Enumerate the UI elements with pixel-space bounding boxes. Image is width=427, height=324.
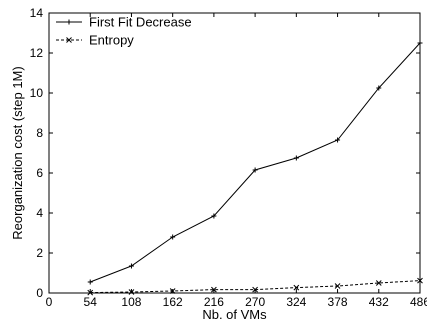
x-tick-label: 378	[328, 295, 348, 309]
data-point-first-fit-decrease	[211, 213, 217, 219]
x-tick-label: 54	[84, 295, 98, 309]
data-point-first-fit-decrease	[252, 167, 258, 173]
data-point-entropy	[375, 280, 382, 286]
data-point-entropy	[211, 286, 217, 293]
y-tick-label: 14	[30, 6, 44, 20]
y-tick-label: 10	[30, 86, 44, 100]
y-tick-label: 0	[36, 286, 43, 300]
series-layer	[87, 40, 423, 296]
data-point-entropy	[252, 286, 258, 293]
y-tick-label: 8	[36, 126, 43, 140]
y-tick-label: 6	[36, 166, 43, 180]
data-point-first-fit-decrease	[376, 85, 382, 91]
x-axis-ticks: 0 54 108 162 216 270 324 378 432 486	[46, 13, 427, 309]
y-tick-label: 4	[36, 206, 43, 220]
data-point-first-fit-decrease	[417, 40, 423, 46]
x-tick-label: 0	[46, 295, 53, 309]
data-point-first-fit-decrease	[170, 234, 176, 240]
legend-marker-first-fit-decrease	[66, 19, 72, 25]
legend: First Fit Decrease Entropy	[56, 15, 192, 48]
y-axis-label: Reorganization cost (step 1M)	[10, 66, 25, 239]
x-axis-label: Nb. of VMs	[202, 307, 267, 322]
data-point-first-fit-decrease	[293, 155, 299, 161]
legend-marker-entropy	[66, 37, 72, 43]
legend-label-entropy: Entropy	[89, 33, 134, 48]
data-point-first-fit-decrease	[87, 279, 93, 285]
data-point-first-fit-decrease	[335, 137, 341, 143]
data-point-entropy	[128, 289, 135, 295]
data-point-entropy	[169, 288, 176, 294]
y-tick-label: 2	[36, 246, 43, 260]
plot-frame	[48, 12, 421, 294]
series-line-entropy	[90, 280, 421, 294]
x-tick-label: 432	[369, 295, 389, 309]
data-point-entropy	[334, 283, 341, 289]
data-point-first-fit-decrease	[128, 263, 134, 269]
x-tick-label: 270	[245, 295, 265, 309]
x-tick-label: 486	[410, 295, 427, 309]
data-point-entropy	[293, 284, 300, 291]
y-axis-ticks: 0 2 4 6 8 10 12 14	[30, 6, 420, 300]
legend-label-first-fit-decrease: First Fit Decrease	[89, 15, 192, 30]
data-point-entropy	[87, 289, 94, 296]
y-tick-label: 12	[30, 46, 44, 60]
data-point-entropy	[417, 277, 423, 284]
x-tick-label: 108	[121, 295, 141, 309]
x-tick-label: 216	[204, 295, 224, 309]
x-tick-label: 162	[163, 295, 183, 309]
x-tick-label: 324	[286, 295, 306, 309]
series-line-first-fit-decrease	[90, 42, 421, 283]
